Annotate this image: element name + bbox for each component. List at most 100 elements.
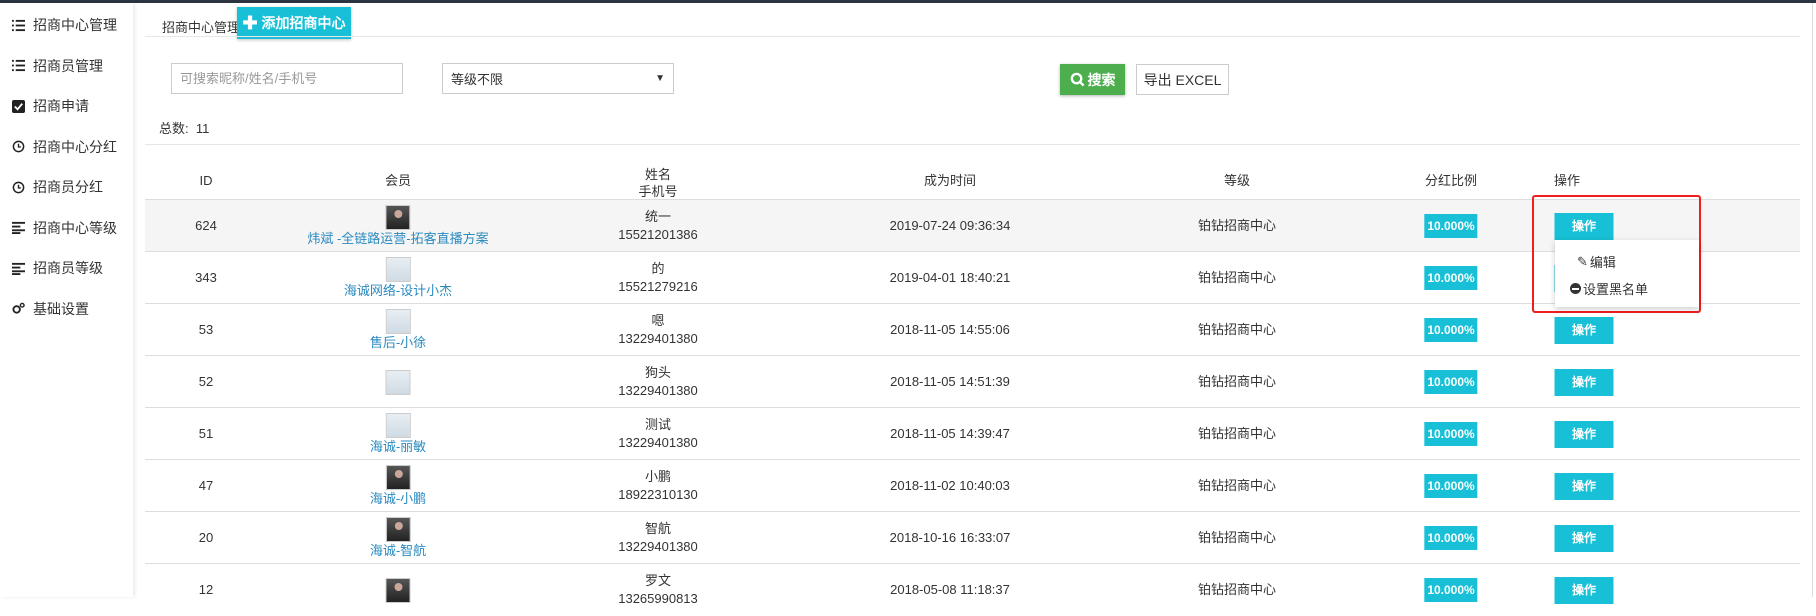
cell-level: 铂钻招商中心 — [1197, 478, 1277, 493]
cell-name-phone: 的 15521279216 — [618, 261, 698, 294]
divider — [145, 144, 1800, 145]
add-center-button[interactable]: ✚ 添加招商中心 — [237, 7, 351, 39]
header-time: 成为时间 — [923, 173, 977, 188]
level-select[interactable]: 等级不限 ▼ — [442, 63, 674, 94]
cell-name-phone: 小鹏 18922310130 — [618, 469, 698, 502]
align-left-icon — [12, 221, 25, 234]
cell-time: 2018-11-05 14:39:47 — [890, 426, 1010, 441]
header-id: ID — [199, 173, 213, 188]
cell-ratio: 10.000% — [1424, 356, 1478, 408]
avatar — [385, 412, 411, 438]
sidebar-item-1[interactable]: 招商员管理 — [12, 56, 103, 76]
table-row: 343 海诚网络-设计小杰 的 15521279216 2019-04-01 18:40… — [145, 251, 1800, 303]
export-excel-button[interactable]: 导出 EXCEL — [1136, 64, 1229, 95]
avatar — [385, 577, 411, 603]
ops-button[interactable]: 操作 — [1554, 472, 1614, 500]
member-link[interactable]: 海诚-小鹏 — [369, 490, 427, 506]
menu-item-edit[interactable]: ✎ 编辑 — [1577, 253, 1616, 271]
cell-time: 2018-11-02 10:40:03 — [890, 478, 1010, 493]
ops-button[interactable]: 操作 — [1554, 212, 1614, 240]
ratio-badge: 10.000% — [1424, 526, 1478, 550]
search-input[interactable] — [171, 63, 403, 94]
caret-down-icon: ▼ — [655, 73, 665, 84]
sidebar-item-7[interactable]: 基础设置 — [12, 299, 89, 319]
menu-item-blacklist[interactable]: 设置黑名单 — [1570, 279, 1648, 298]
ratio-badge: 10.000% — [1424, 578, 1478, 602]
table-row: 12 罗文 13265990813 2018-05-08 11:18:37 铂钻招商中心… — [145, 563, 1800, 615]
ops-button[interactable]: 操作 — [1554, 316, 1614, 344]
search-button[interactable]: 搜索 — [1060, 64, 1125, 95]
cell-ops: 操作 — [1554, 512, 1614, 564]
cell-name-phone: 狗头 13229401380 — [618, 365, 698, 398]
sidebar-item-6[interactable]: 招商员等级 — [12, 258, 103, 278]
total-count: 总数: 11 — [159, 121, 210, 136]
avatar — [385, 369, 411, 395]
sidebar-item-5[interactable]: 招商中心等级 — [12, 218, 117, 238]
checkbox-icon — [12, 99, 25, 113]
clock-icon — [12, 181, 25, 194]
table-row: 51 海诚-丽敏 测试 13229401380 2018-11-05 14:39:47 铂… — [145, 407, 1800, 459]
cell-time: 2019-04-01 18:40:21 — [889, 270, 1011, 285]
member-link[interactable]: 海诚-智航 — [369, 542, 427, 558]
sidebar-item-4[interactable]: 招商员分红 — [12, 177, 103, 197]
sidebar-item-label: 招商员管理 — [33, 57, 103, 74]
avatar — [385, 256, 411, 282]
cell-ops: 操作 — [1554, 356, 1614, 408]
header-ratio: 分红比例 — [1424, 173, 1478, 188]
member-link[interactable]: 炜斌 -全链路运营-拓客直播方案 — [307, 230, 489, 246]
header-name-phone: 姓名 手机号 — [638, 167, 678, 199]
cell-id: 20 — [198, 530, 214, 545]
sidebar-item-0[interactable]: 招商中心管理 — [12, 15, 117, 35]
cell-time: 2018-10-16 16:33:07 — [889, 530, 1011, 545]
cell-id: 47 — [198, 478, 214, 493]
cell-member: 海诚-智航 — [370, 512, 426, 564]
list-icon — [12, 59, 25, 72]
member-link[interactable]: 售后-小徐 — [369, 334, 427, 350]
sidebar-item-label: 招商中心分红 — [33, 138, 117, 155]
cell-id: 51 — [198, 426, 214, 441]
ops-button[interactable]: 操作 — [1554, 368, 1614, 396]
breadcrumb: 招商中心管理 — [162, 20, 241, 35]
cell-member: 海诚-丽敏 — [370, 408, 426, 460]
ratio-badge: 10.000% — [1424, 422, 1478, 446]
ratio-badge: 10.000% — [1424, 214, 1478, 238]
top-bar — [0, 0, 1816, 3]
cell-level: 铂钻招商中心 — [1197, 374, 1277, 389]
cell-ops: 操作 — [1554, 408, 1614, 460]
scrollbar-track[interactable] — [1812, 3, 1813, 597]
ops-button[interactable]: 操作 — [1554, 576, 1614, 604]
avatar — [385, 464, 411, 490]
member-link[interactable]: 海诚-丽敏 — [369, 438, 427, 454]
ops-dropdown-menu: ✎ 编辑 设置黑名单 — [1555, 240, 1699, 307]
avatar — [385, 204, 411, 230]
sidebar-item-label: 招商中心管理 — [33, 17, 117, 33]
cell-ops: 操作 — [1554, 564, 1614, 616]
cell-member: 炜斌 -全链路运营-拓客直播方案 — [307, 200, 489, 252]
cell-member — [385, 564, 411, 616]
cell-ratio: 10.000% — [1424, 460, 1478, 512]
sidebar-item-2[interactable]: 招商申请 — [12, 96, 89, 116]
cell-id: 343 — [195, 270, 217, 285]
cell-ratio: 10.000% — [1424, 408, 1478, 460]
cell-ops: 操作 — [1554, 304, 1614, 356]
cell-name-phone: 测试 13229401380 — [618, 417, 698, 450]
ratio-badge: 10.000% — [1424, 474, 1478, 498]
table-row: 52 狗头 13229401380 2018-11-05 14:51:39 铂钻招商中心… — [145, 355, 1800, 407]
table-row: 53 售后-小徐 嗯 13229401380 2018-11-05 14:55:06 铂钻… — [145, 303, 1800, 355]
sidebar-item-3[interactable]: 招商中心分红 — [12, 137, 117, 157]
cell-time: 2018-05-08 11:18:37 — [890, 582, 1010, 597]
minus-circle-icon — [1570, 283, 1581, 294]
avatar — [385, 308, 411, 334]
ratio-badge: 10.000% — [1424, 318, 1478, 342]
cell-member — [385, 356, 411, 408]
cell-ratio: 10.000% — [1424, 200, 1478, 252]
highlight-box — [1532, 195, 1701, 313]
ops-button[interactable]: 操作 — [1554, 524, 1614, 552]
ops-button[interactable]: 操作 — [1554, 420, 1614, 448]
cell-time: 2019-07-24 09:36:34 — [889, 218, 1011, 233]
member-link[interactable]: 海诚网络-设计小杰 — [343, 282, 453, 298]
sidebar-item-label: 招商申请 — [33, 98, 89, 114]
search-icon — [1070, 72, 1084, 87]
pencil-icon: ✎ — [1577, 253, 1588, 269]
avatar — [385, 516, 411, 542]
